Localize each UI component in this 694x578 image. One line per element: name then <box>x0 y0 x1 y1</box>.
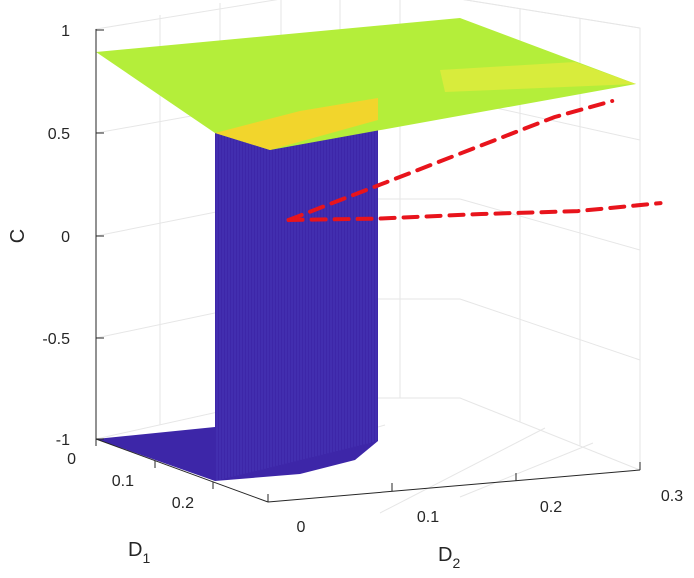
y-axis-label: D2 <box>438 544 460 571</box>
z-tick-label: 0.5 <box>48 126 70 143</box>
axes <box>95 29 641 503</box>
x-tick-label: 0.1 <box>112 473 134 490</box>
grid-back-z <box>463 0 641 29</box>
z-axis-label: C <box>7 229 29 243</box>
lower-plateau-surface <box>96 427 215 481</box>
y-axis-label-sub: 2 <box>452 555 460 571</box>
upper-plateau-shade <box>440 62 636 92</box>
grid-back-z <box>459 198 641 251</box>
y-tick-label: 0 <box>297 519 306 536</box>
z-tick-label: -1 <box>56 432 70 449</box>
z-tick-labels: 1 0.5 0 -0.5 -1 <box>42 23 70 449</box>
y-tick-label: 0.1 <box>417 509 439 526</box>
x-axis-line <box>95 438 269 503</box>
z-tick-label: -0.5 <box>42 331 70 348</box>
grid-back-z <box>459 298 641 361</box>
x-tick-labels: 0 0.1 0.2 <box>67 451 194 512</box>
x-axis-label: D1 <box>128 539 150 566</box>
z-tick-label: 1 <box>61 23 70 40</box>
upper-plateau-edge <box>215 98 378 150</box>
y-tick-labels: 0 0.1 0.2 0.3 <box>297 488 684 536</box>
z-tick-label: 0 <box>61 229 70 246</box>
x-axis-label-sub: 1 <box>142 550 150 566</box>
x-tick-label: 0.2 <box>172 495 194 512</box>
transition-wall-surface <box>215 121 378 481</box>
x-axis-label-main: D <box>128 539 142 561</box>
x-tick-label: 0 <box>67 451 76 468</box>
dashed-curve-2 <box>286 99 615 222</box>
grid-floor <box>379 427 546 514</box>
y-axis-label-main: D <box>438 544 452 566</box>
dashed-curves <box>286 99 663 222</box>
wall-texture <box>216 121 377 481</box>
grid-floor <box>459 442 594 498</box>
y-axis-line <box>267 469 641 503</box>
y-tick-label: 0.2 <box>540 499 562 516</box>
upper-plateau-surface <box>96 18 636 150</box>
dashed-curve-1 <box>286 201 663 222</box>
y-tick-label: 0.3 <box>661 488 683 505</box>
